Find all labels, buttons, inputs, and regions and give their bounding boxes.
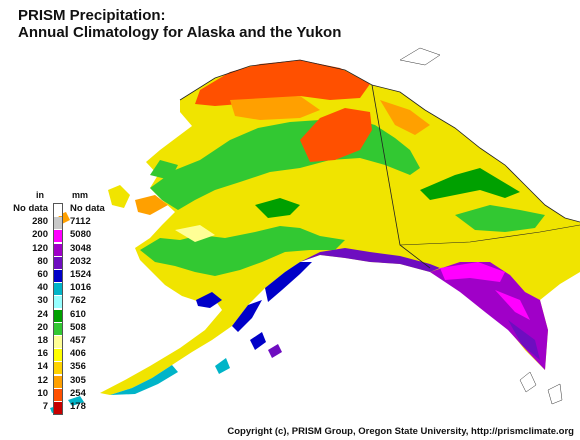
legend-in-value: 18 <box>37 335 48 346</box>
legend-in-value: 30 <box>37 295 48 307</box>
legend-mm-value: 457 <box>70 335 86 346</box>
legend-swatch <box>53 349 63 362</box>
legend-mm-value: 610 <box>70 308 86 320</box>
legend-in-value: 280 <box>32 216 48 228</box>
legend-swatch <box>53 388 63 401</box>
legend-in-value: 40 <box>37 282 48 294</box>
legend-swatch <box>53 283 63 296</box>
legend-in-value: 16 <box>37 348 48 360</box>
map-title-line-1: PRISM Precipitation: <box>18 7 166 24</box>
legend-in-value: 120 <box>32 242 48 254</box>
legend-swatch <box>53 296 63 309</box>
legend-in-value: 80 <box>37 255 48 267</box>
legend-swatch <box>53 336 63 348</box>
legend-in-value: 7 <box>42 401 48 412</box>
landmass <box>100 60 580 395</box>
legend-mm-value: 1524 <box>70 269 92 280</box>
legend-in-value: 24 <box>37 308 48 320</box>
borders <box>179 59 580 269</box>
legend-in-header: in <box>36 190 44 200</box>
legend-swatch <box>53 243 63 256</box>
legend-in-value: 12 <box>37 374 48 386</box>
legend-mm-value: 356 <box>70 361 86 373</box>
legend-swatch <box>53 402 63 414</box>
legend-mm-value: 5080 <box>70 229 92 241</box>
legend-in-value: 10 <box>37 387 48 399</box>
legend-mm-value: No data <box>70 203 105 214</box>
copyright-text: Copyright (c), PRISM Group, Oregon State… <box>227 426 574 437</box>
legend-in-value: No data <box>13 203 48 214</box>
legend-in-value: 60 <box>37 269 48 280</box>
legend-swatch <box>53 322 63 335</box>
legend-swatch <box>53 230 63 243</box>
legend-swatch <box>53 362 63 375</box>
legend-in-value: 20 <box>37 321 48 333</box>
legend-mm-value: 3048 <box>70 242 92 254</box>
legend-mm-header: mm <box>72 190 89 200</box>
legend-mm-value: 508 <box>70 321 86 333</box>
legend-swatch <box>53 270 63 282</box>
legend-mm-value: 254 <box>70 387 86 399</box>
legend-mm-value: 406 <box>70 348 86 360</box>
legend-swatch <box>53 204 63 216</box>
legend-mm-value: 2032 <box>70 255 92 267</box>
legend-swatch <box>53 256 63 269</box>
legend-swatch <box>53 309 63 322</box>
legend-in-value: 200 <box>32 229 48 241</box>
legend-swatch <box>53 217 63 230</box>
legend-mm-value: 7112 <box>70 216 91 228</box>
legend-mm-value: 1016 <box>70 282 92 294</box>
map-title-line-2: Annual Climatology for Alaska and the Yu… <box>18 24 342 41</box>
legend-in-value: 14 <box>37 361 48 373</box>
legend-swatch <box>53 375 63 388</box>
legend-mm-value: 762 <box>70 295 86 307</box>
legend-mm-value: 178 <box>70 401 86 412</box>
legend-mm-value: 305 <box>70 374 86 386</box>
